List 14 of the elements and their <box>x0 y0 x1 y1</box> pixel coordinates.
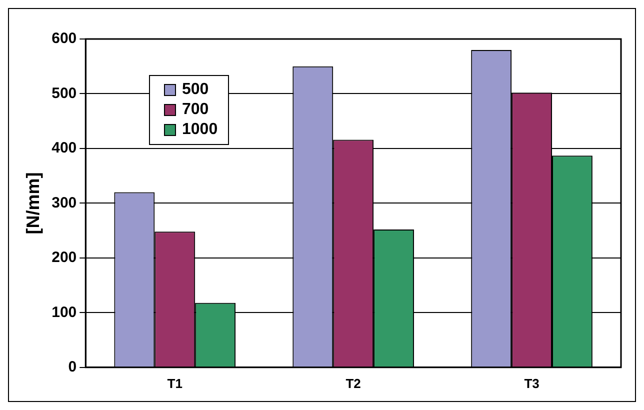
y-tick-label: 400 <box>52 140 77 157</box>
x-tick-label: T3 <box>524 376 540 391</box>
y-tick-label: 200 <box>52 249 77 266</box>
y-tick-label: 0 <box>68 358 77 376</box>
legend-label: 1000 <box>182 120 218 140</box>
y-tick-label: 100 <box>52 304 77 321</box>
y-axis-title: [N/mm] <box>22 172 43 234</box>
legend-label: 500 <box>182 80 209 100</box>
x-tick-label: T1 <box>167 376 182 391</box>
y-tick-label: 500 <box>52 84 77 102</box>
legend-label: 700 <box>182 100 209 120</box>
y-tick-label: 300 <box>52 194 77 212</box>
x-tick-label: T2 <box>346 376 361 391</box>
y-tick-label: 600 <box>52 30 77 48</box>
